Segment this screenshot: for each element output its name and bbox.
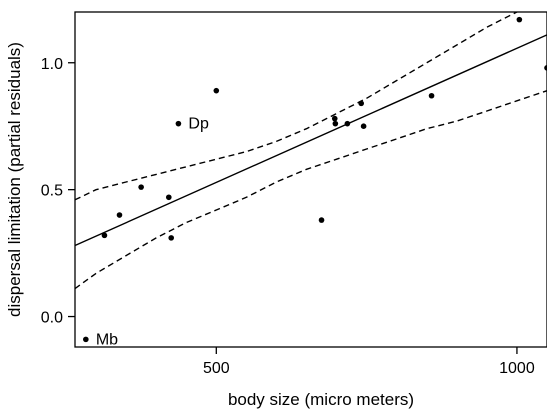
- data-point: [544, 65, 547, 71]
- data-point: [101, 232, 108, 239]
- data-point: [175, 120, 182, 127]
- upper-confidence-band: [75, 12, 519, 201]
- data-point: [83, 336, 89, 343]
- data-point: [168, 235, 175, 241]
- y-tick-label: 0.5: [41, 183, 63, 200]
- data-point: [332, 120, 339, 127]
- y-axis: 0.0 0.5 1.0: [41, 56, 75, 327]
- y-tick-label: 0.0: [41, 310, 63, 327]
- y-axis-title: dispersal limitation (partial residuals): [5, 42, 24, 317]
- y-tick-label: 1.0: [41, 56, 63, 73]
- data-point: [318, 217, 325, 223]
- data-point: [360, 123, 367, 130]
- data-point: [213, 87, 220, 94]
- data-point: [138, 184, 144, 190]
- plot-frame: [74, 11, 547, 348]
- data-point: [331, 115, 338, 122]
- lower-confidence-band: [75, 90, 547, 290]
- data-point: [165, 194, 172, 201]
- data-point: [428, 92, 435, 99]
- x-axis-title: body size (micro meters): [228, 390, 414, 409]
- x-tick-label: 500: [203, 360, 230, 377]
- point-annotation: Dp: [188, 116, 209, 133]
- point-annotation: Mb: [96, 331, 118, 348]
- plot-area: [75, 12, 547, 343]
- data-point: [344, 120, 351, 127]
- data-point: [116, 212, 123, 218]
- regression-line: [75, 34, 547, 247]
- data-point: [516, 16, 523, 23]
- x-tick-label: 1000: [499, 360, 535, 377]
- data-point: [358, 100, 365, 107]
- x-axis: 500 1000: [203, 347, 535, 377]
